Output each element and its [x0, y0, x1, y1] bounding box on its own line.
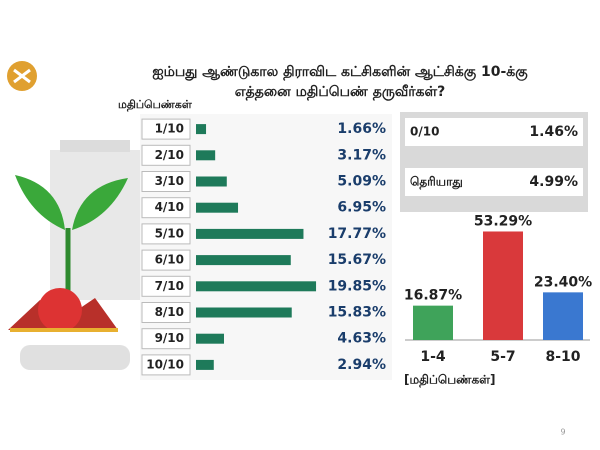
- y-tick-label: 2/10: [155, 148, 184, 162]
- data-label: 16.87%: [404, 288, 462, 304]
- y-tick-label: 3/10: [155, 174, 184, 188]
- bar: [196, 150, 216, 161]
- category-box: [141, 354, 191, 376]
- bar: [196, 333, 225, 344]
- y-tick-label: 9/10: [155, 331, 184, 345]
- others-cell: [405, 118, 583, 146]
- title: ஐம்பது ஆண்டுகால திராவிட கட்சிகளின் ஆட்சி…: [152, 64, 528, 81]
- category-box: [141, 171, 191, 192]
- x-axis-label: [மதிப்பெண்கள்]: [404, 373, 495, 388]
- y-tick-label: 5/10: [155, 226, 184, 240]
- y-tick-label: 4/10: [155, 200, 184, 214]
- bar: [543, 292, 583, 340]
- bar: [196, 176, 227, 187]
- data-label: 17.77%: [328, 226, 386, 242]
- others-label: 0/10: [410, 125, 439, 139]
- bar: [196, 255, 291, 266]
- category-box: [141, 275, 191, 297]
- title: எத்தனை மதிப்பெண் தருவீர்கள்?: [235, 84, 446, 101]
- bar: [483, 231, 523, 340]
- data-label: 15.83%: [328, 305, 386, 321]
- data-label: 6.95%: [337, 200, 386, 216]
- page-number: 9: [560, 428, 565, 437]
- bar: [196, 307, 292, 318]
- data-label: 3.17%: [337, 147, 386, 163]
- bar: [196, 202, 239, 213]
- y-tick-label: 7/10: [155, 279, 184, 293]
- axis-label: மதிப்பெண்கள்: [118, 98, 193, 112]
- bar: [196, 228, 304, 239]
- x-tick-label: 5-7: [490, 349, 515, 365]
- others-label: தெரியாது: [410, 175, 463, 190]
- y-tick-label: 10/10: [146, 357, 184, 371]
- y-tick-label: 6/10: [155, 253, 184, 267]
- bar: [196, 281, 317, 292]
- category-box: [141, 118, 191, 140]
- data-label: 15.67%: [328, 252, 386, 268]
- data-label: 23.40%: [534, 274, 592, 290]
- bar: [196, 124, 207, 135]
- logo: [7, 61, 37, 91]
- others-value: 4.99%: [529, 174, 578, 190]
- category-box: [141, 197, 191, 219]
- data-label: 53.29%: [474, 213, 532, 229]
- others-cell: [405, 168, 583, 196]
- data-label: 1.66%: [337, 121, 386, 137]
- category-box: [141, 249, 191, 271]
- others-value: 1.46%: [529, 124, 578, 140]
- x-tick-label: 1-4: [420, 349, 446, 365]
- category-box: [141, 328, 191, 350]
- bar: [413, 305, 453, 340]
- y-tick-label: 1/10: [155, 122, 184, 136]
- y-tick-label: 8/10: [155, 305, 184, 319]
- category-box: [141, 223, 191, 245]
- data-label: 2.94%: [337, 357, 386, 373]
- illustration: [8, 140, 140, 370]
- data-label: 5.09%: [337, 174, 386, 190]
- x-tick-label: 8-10: [545, 349, 580, 365]
- data-label: 19.85%: [328, 278, 386, 294]
- bar: [196, 359, 214, 370]
- data-label: 4.63%: [337, 331, 386, 347]
- category-box: [141, 302, 191, 323]
- category-box: [141, 144, 191, 166]
